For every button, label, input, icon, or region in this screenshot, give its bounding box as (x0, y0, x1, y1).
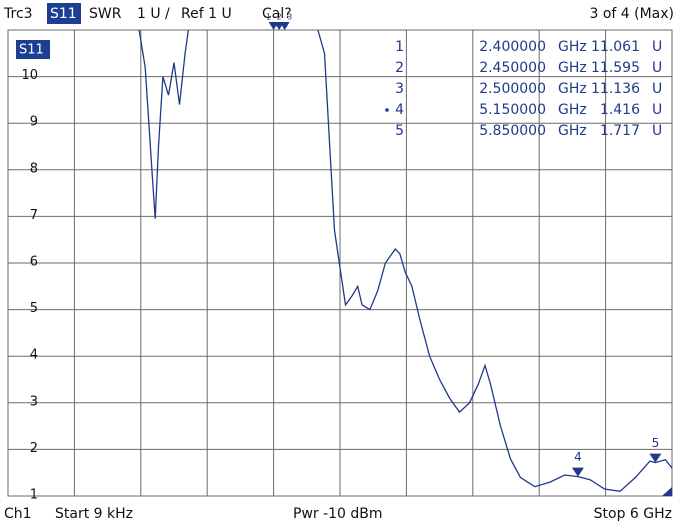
marker-number: 4 (395, 102, 404, 118)
marker-symbol (279, 22, 290, 30)
start-frequency: Start 9 kHz (55, 506, 133, 522)
y-tick-label: 7 (30, 208, 38, 223)
channel: Ch1 (4, 506, 32, 522)
legend-label: S11 (19, 43, 44, 58)
marker-value: 11.595 (591, 60, 640, 76)
marker-symbol-label: 5 (652, 436, 660, 450)
y-tick-label: 1 (30, 488, 38, 503)
marker-symbol-label: 2 (277, 13, 282, 22)
active-marker-dot (385, 108, 389, 112)
marker-value: 11.061 (591, 39, 640, 55)
marker-frequency: 2.500000 (479, 81, 546, 97)
marker-symbol-label: 1 (266, 13, 271, 22)
y-tick-label: 8 (30, 161, 38, 176)
marker-frequency-unit: GHz (558, 60, 587, 76)
legend-box (16, 40, 50, 59)
stop-frequency: Stop 6 GHz (594, 506, 672, 522)
scale: 1 U / (137, 6, 170, 22)
marker-frequency-unit: GHz (558, 81, 587, 97)
trace-name: Trc3 (3, 6, 33, 22)
marker-symbol-label: 4 (574, 450, 582, 464)
marker-symbol (571, 467, 584, 477)
marker-unit: U (652, 39, 662, 55)
marker-frequency: 2.400000 (479, 39, 546, 55)
marker-unit: U (652, 102, 662, 118)
trace-count: 3 of 4 (Max) (589, 6, 674, 22)
marker-value: 1.416 (600, 102, 640, 118)
plot-area (138, 30, 672, 492)
trace-line (138, 30, 672, 492)
y-tick-label: 2 (30, 441, 38, 456)
marker-unit: U (652, 60, 662, 76)
marker-frequency: 2.450000 (479, 60, 546, 76)
y-tick-label: 9 (30, 115, 38, 130)
marker-number: 1 (395, 39, 404, 55)
marker-symbol-label: 3 (287, 13, 292, 22)
format: SWR (89, 6, 122, 22)
marker-number: 5 (395, 123, 404, 139)
y-tick-label: 3 (30, 394, 38, 409)
y-tick-label: 5 (30, 301, 38, 316)
marker-unit: U (652, 81, 662, 97)
reference-arrow (662, 487, 672, 496)
param: S11 (50, 6, 77, 22)
calibration: Cal? (262, 6, 292, 22)
marker-number: 2 (395, 60, 404, 76)
marker-frequency-unit: GHz (558, 39, 587, 55)
marker-symbol (649, 453, 662, 463)
y-tick-label: 4 (30, 348, 38, 363)
param-box (47, 3, 81, 24)
power: Pwr -10 dBm (293, 506, 383, 522)
marker-unit: U (652, 123, 662, 139)
marker-frequency-unit: GHz (558, 102, 587, 118)
marker-frequency-unit: GHz (558, 123, 587, 139)
reference: Ref 1 U (181, 6, 232, 22)
marker-frequency: 5.150000 (479, 102, 546, 118)
marker-value: 11.136 (591, 81, 640, 97)
y-tick-label: 6 (30, 255, 38, 270)
marker-number: 3 (395, 81, 404, 97)
marker-frequency: 5.850000 (479, 123, 546, 139)
y-tick-label: 10 (21, 68, 38, 83)
marker-value: 1.717 (600, 123, 640, 139)
